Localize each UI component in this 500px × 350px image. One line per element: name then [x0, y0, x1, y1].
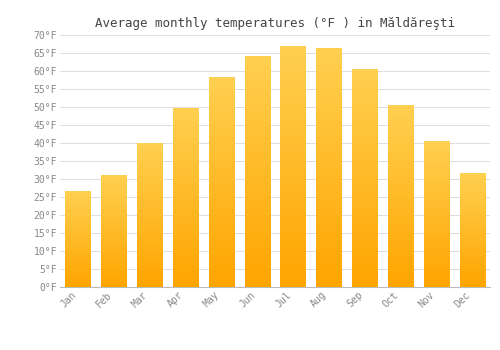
- Title: Average monthly temperatures (°F ) in Măldăreşti: Average monthly temperatures (°F ) in Mă…: [95, 17, 455, 30]
